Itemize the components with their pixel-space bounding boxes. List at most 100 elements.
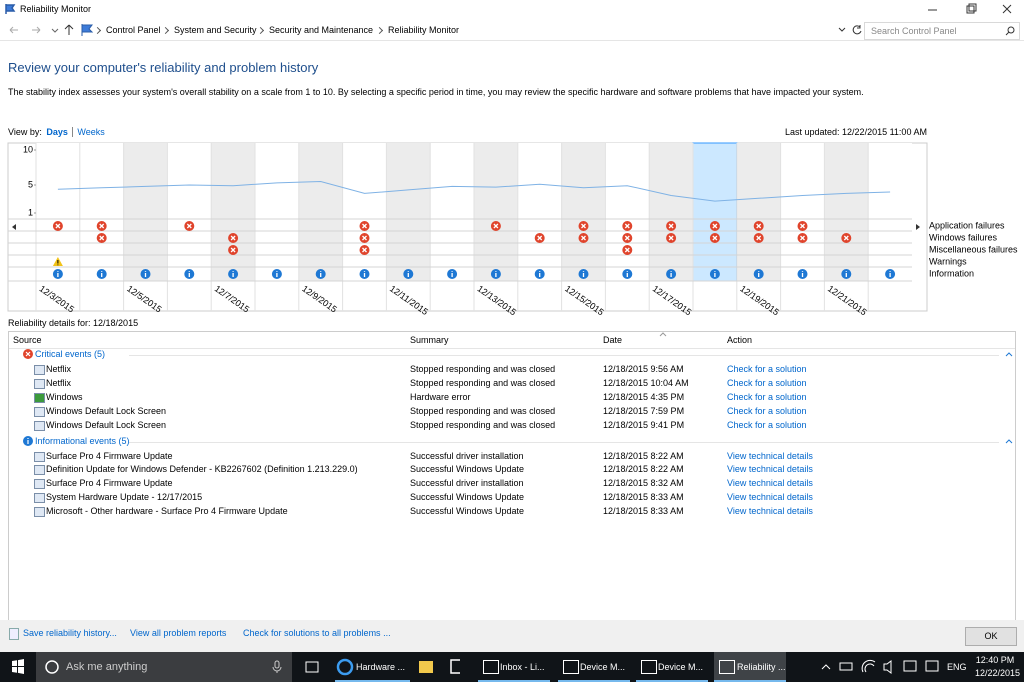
event-icon[interactable]: [622, 269, 633, 279]
taskbar-app[interactable]: [558, 652, 630, 682]
search-box[interactable]: Search Control Panel: [864, 22, 1020, 40]
event-icon[interactable]: [534, 233, 545, 243]
back[interactable]: [9, 26, 18, 34]
action[interactable]: Check for a solution: [727, 391, 807, 402]
event-icon[interactable]: [622, 245, 633, 255]
day-column[interactable]: [298, 143, 343, 281]
event-icon[interactable]: [797, 221, 808, 231]
day-column[interactable]: [342, 143, 387, 281]
mic-icon[interactable]: [272, 660, 282, 674]
event-icon[interactable]: [490, 221, 501, 231]
event-icon[interactable]: [140, 269, 151, 279]
tray-icons[interactable]: [818, 652, 948, 682]
footer-link[interactable]: View all problem reports: [130, 628, 227, 638]
day-column[interactable]: [561, 143, 606, 281]
day-column[interactable]: [780, 143, 825, 281]
cortana-icon[interactable]: [44, 659, 60, 675]
taskbar-app[interactable]: [335, 652, 410, 682]
cortana-text[interactable]: Ask me anything: [66, 661, 148, 673]
day-column[interactable]: [255, 143, 299, 281]
event-icon[interactable]: [184, 269, 195, 279]
event-icon[interactable]: [490, 269, 501, 279]
event-icon[interactable]: [359, 233, 370, 243]
scroll-left[interactable]: [12, 224, 16, 230]
day-column[interactable]: [123, 143, 168, 281]
action[interactable]: View technical details: [727, 506, 813, 517]
event-icon[interactable]: [184, 221, 195, 231]
column-header[interactable]: Date: [603, 335, 623, 345]
taskbar-app-label[interactable]: Device M...: [658, 662, 704, 672]
action[interactable]: Check for a solution: [727, 364, 807, 374]
event-icon[interactable]: [841, 233, 852, 243]
event-icon[interactable]: [271, 269, 282, 279]
day-column[interactable]: [517, 143, 562, 281]
event-icon[interactable]: [622, 233, 633, 243]
group-title[interactable]: Critical events (5): [35, 349, 106, 359]
event-icon[interactable]: [753, 269, 764, 279]
forward[interactable]: [32, 26, 41, 34]
event-icon[interactable]: [52, 221, 63, 231]
taskbar-app[interactable]: [714, 652, 786, 682]
cortana-box[interactable]: Ask me anything: [36, 652, 292, 682]
event-icon[interactable]: [578, 233, 589, 243]
breadcrumb-item[interactable]: Control Panel: [106, 25, 161, 35]
event-icon[interactable]: [228, 269, 239, 279]
action[interactable]: Check for a solution: [727, 405, 807, 416]
event-icon[interactable]: [709, 233, 720, 243]
column-header[interactable]: Action: [727, 335, 753, 345]
event-icon[interactable]: [52, 269, 63, 279]
event-icon[interactable]: [96, 233, 107, 243]
selected-column[interactable]: [692, 142, 738, 282]
column-header[interactable]: Summary: [410, 335, 449, 345]
breadcrumb-item[interactable]: Reliability Monitor: [388, 25, 460, 35]
event-icon[interactable]: [753, 221, 764, 231]
search-icon[interactable]: [1005, 26, 1015, 36]
search-placeholder[interactable]: Search Control Panel: [871, 26, 957, 36]
taskbar-app[interactable]: [478, 652, 550, 682]
event-icon[interactable]: [359, 221, 370, 231]
event-icon[interactable]: [96, 221, 107, 231]
pinned-icons[interactable]: [300, 652, 460, 682]
restore[interactable]: [966, 5, 975, 14]
clock-date[interactable]: 12/22/2015: [975, 668, 1021, 678]
stability-chart[interactable]: 10 5 1 Application failures Windows failures…: [0, 140, 1024, 315]
taskbar-app-label[interactable]: Hardware ...: [356, 662, 406, 672]
event-icon[interactable]: [534, 269, 545, 279]
edge-icon[interactable]: [336, 658, 354, 676]
action[interactable]: View technical details: [727, 492, 813, 503]
event-icon[interactable]: [709, 221, 720, 231]
recent[interactable]: [51, 28, 59, 33]
day-column[interactable]: [824, 143, 869, 281]
view-option[interactable]: Days: [46, 127, 73, 137]
collapse-button[interactable]: [1005, 438, 1013, 444]
taskbar-app-label[interactable]: Device M...: [580, 662, 626, 672]
day-column[interactable]: [474, 143, 518, 281]
footer-link[interactable]: Save reliability history...: [23, 628, 117, 638]
event-icon[interactable]: [359, 245, 370, 255]
group-title[interactable]: Informational events (5): [35, 435, 130, 446]
explorer-icon[interactable]: [419, 661, 433, 673]
day-column[interactable]: [386, 143, 431, 281]
action[interactable]: View technical details: [727, 478, 813, 489]
action[interactable]: Check for a solution: [727, 377, 807, 388]
event-icon[interactable]: [709, 269, 720, 279]
breadcrumb-item[interactable]: Security and Maintenance: [269, 25, 374, 35]
store-icon[interactable]: [450, 659, 460, 674]
clock-time[interactable]: 12:40 PM: [975, 655, 1015, 665]
day-column[interactable]: [605, 143, 650, 281]
task-view[interactable]: [305, 661, 319, 673]
action[interactable]: Check for a solution: [727, 419, 807, 430]
day-column[interactable]: [736, 143, 781, 281]
event-icon[interactable]: [666, 233, 677, 243]
taskbar-app[interactable]: [636, 652, 708, 682]
address-controls[interactable]: [834, 22, 864, 38]
day-column[interactable]: [79, 143, 124, 281]
event-icon[interactable]: [447, 269, 458, 279]
event-icon[interactable]: [841, 269, 852, 279]
refresh[interactable]: [852, 25, 862, 35]
ok-button[interactable]: OK: [965, 627, 1017, 646]
event-icon[interactable]: [96, 269, 107, 279]
start-button[interactable]: [0, 652, 36, 682]
dropdown[interactable]: [838, 27, 846, 32]
taskbar-app-label[interactable]: Inbox - Li...: [500, 662, 545, 672]
